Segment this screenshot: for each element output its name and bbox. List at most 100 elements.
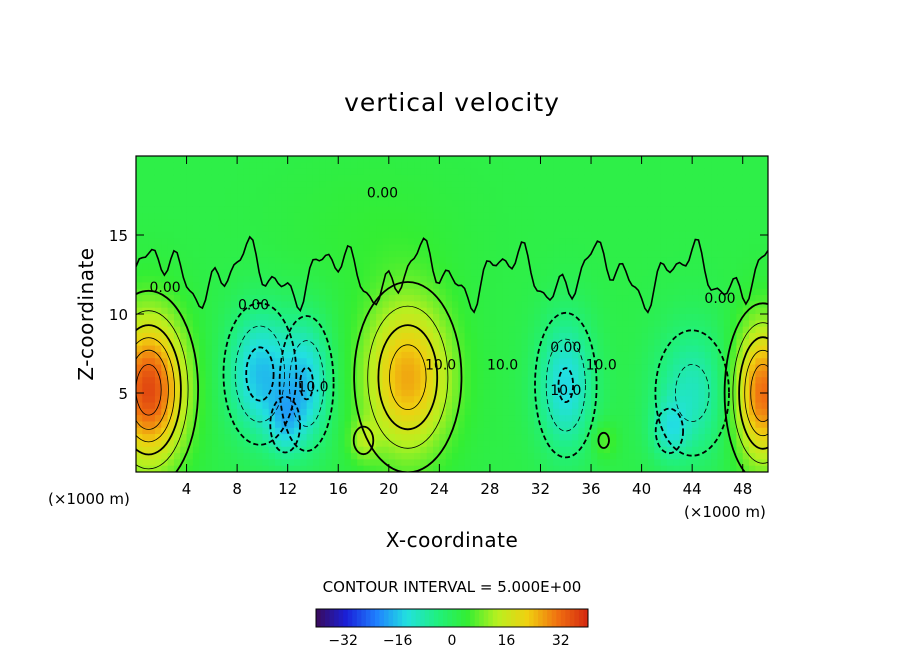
colorbar-swatch [347,609,353,627]
contour-line [353,281,463,472]
colorbar-tick-label: 32 [552,633,570,649]
contour-label: 0.00 [150,280,181,296]
contour-line [136,324,182,456]
colorbar-swatch [365,609,371,627]
colorbar-swatch [538,609,544,627]
colorbar-swatch [533,609,539,627]
contour-line [534,311,598,459]
colorbar-swatch [433,609,439,627]
colorbar-swatch [578,609,584,627]
colorbar-swatch [569,609,575,627]
colorbar-frame [315,608,589,628]
y-tick-label: 5 [118,385,128,403]
x-tick-label: 36 [581,480,600,498]
x-unit-label-left: (×1000 m) [48,490,130,508]
contour-label: 0.00 [704,291,735,307]
colorbar-swatch [492,609,498,627]
colorbar-swatch [402,609,408,627]
colorbar-swatch [456,609,462,627]
colorbar-swatch [374,609,380,627]
contour-line [723,302,768,472]
x-tick-label: 4 [182,480,192,498]
colorbar-swatch [506,609,512,627]
contour-line [222,302,298,446]
colorbar-swatch [361,609,367,627]
zero-contour [136,235,768,314]
contour-line [654,407,685,455]
colorbar-swatch [542,609,548,627]
colorbar-swatch [356,609,362,627]
contour-label: 10.0 [425,358,456,374]
colorbar-swatch [470,609,476,627]
colorbar-swatch [551,609,557,627]
colorbar-swatch [343,609,349,627]
colorbar-swatch [393,609,399,627]
colorbar-swatch [524,609,530,627]
contour-label: 0.00 [238,298,269,314]
contour-line [557,367,575,404]
contour-line [245,346,275,402]
chart-title: vertical velocity [344,88,560,117]
x-tick-label: 24 [430,480,449,498]
colorbar-swatch [510,609,516,627]
colorbar-swatch [574,609,580,627]
contour-label: 10.0 [550,383,581,399]
contour-line [278,315,335,452]
contour-line [136,349,169,430]
x-axis-label: X-coordinate [385,528,519,552]
colorbar-swatch [479,609,485,627]
x-tick-label: 40 [632,480,651,498]
x-tick-label: 8 [232,480,242,498]
colorbar-swatch [384,609,390,627]
contour-line [299,366,314,401]
colorbar-tick-label: −16 [383,633,413,649]
x-unit-label-right: (×1000 m) [684,503,766,521]
contour-line [136,337,175,443]
contour-line [744,349,768,437]
contour-line [675,363,710,422]
colorbar-swatch [397,609,403,627]
plot-area: 0.00 0.00 10.0 10.0 10.0 10.0 10.0 0.00 0.00 0.00… [109,155,769,498]
colorbar-swatch [520,609,526,627]
contour-line [234,325,285,423]
x-tick-label: 48 [733,480,752,498]
colorbar-swatch [465,609,471,627]
colorbar-swatch [352,609,358,627]
colorbar-swatch [334,609,340,627]
colorbar-swatch [483,609,489,627]
colorbar-swatch [461,609,467,627]
y-tick-label: 10 [109,306,128,324]
colorbar-swatch [316,609,322,627]
colorbar-swatch [556,609,562,627]
contour-line [738,336,768,450]
y-tick-label: 15 [109,227,128,245]
colorbar-swatch [424,609,430,627]
contour-line [732,322,768,464]
colorbar-tick-label: −32 [328,633,358,649]
colorbar-tick-label: 0 [448,633,457,649]
colorbar-swatch [442,609,448,627]
colorbar-swatch [329,609,335,627]
colorbar-swatch [379,609,385,627]
colorbar-swatch [420,609,426,627]
colorbar-swatch [438,609,444,627]
contour-label: 10.0 [297,380,328,396]
contour-line [288,340,325,427]
contour-line [352,425,375,456]
colorbar-swatch [565,609,571,627]
colorbar-swatch [497,609,503,627]
x-tick-label: 44 [683,480,702,498]
colorbar-swatch [406,609,412,627]
x-tick-label: 16 [329,480,348,498]
heatmap-field [136,156,768,472]
colorbar-swatch [411,609,417,627]
contour-interval-label: CONTOUR INTERVAL = 5.000E+00 [322,578,582,596]
contour-label: 0.00 [367,185,398,201]
contour-line [136,310,189,470]
colorbar-swatch [529,609,535,627]
colorbar-swatch [447,609,453,627]
colorbar-swatch [429,609,435,627]
colorbar-swatch [501,609,507,627]
colorbar-swatch [338,609,344,627]
